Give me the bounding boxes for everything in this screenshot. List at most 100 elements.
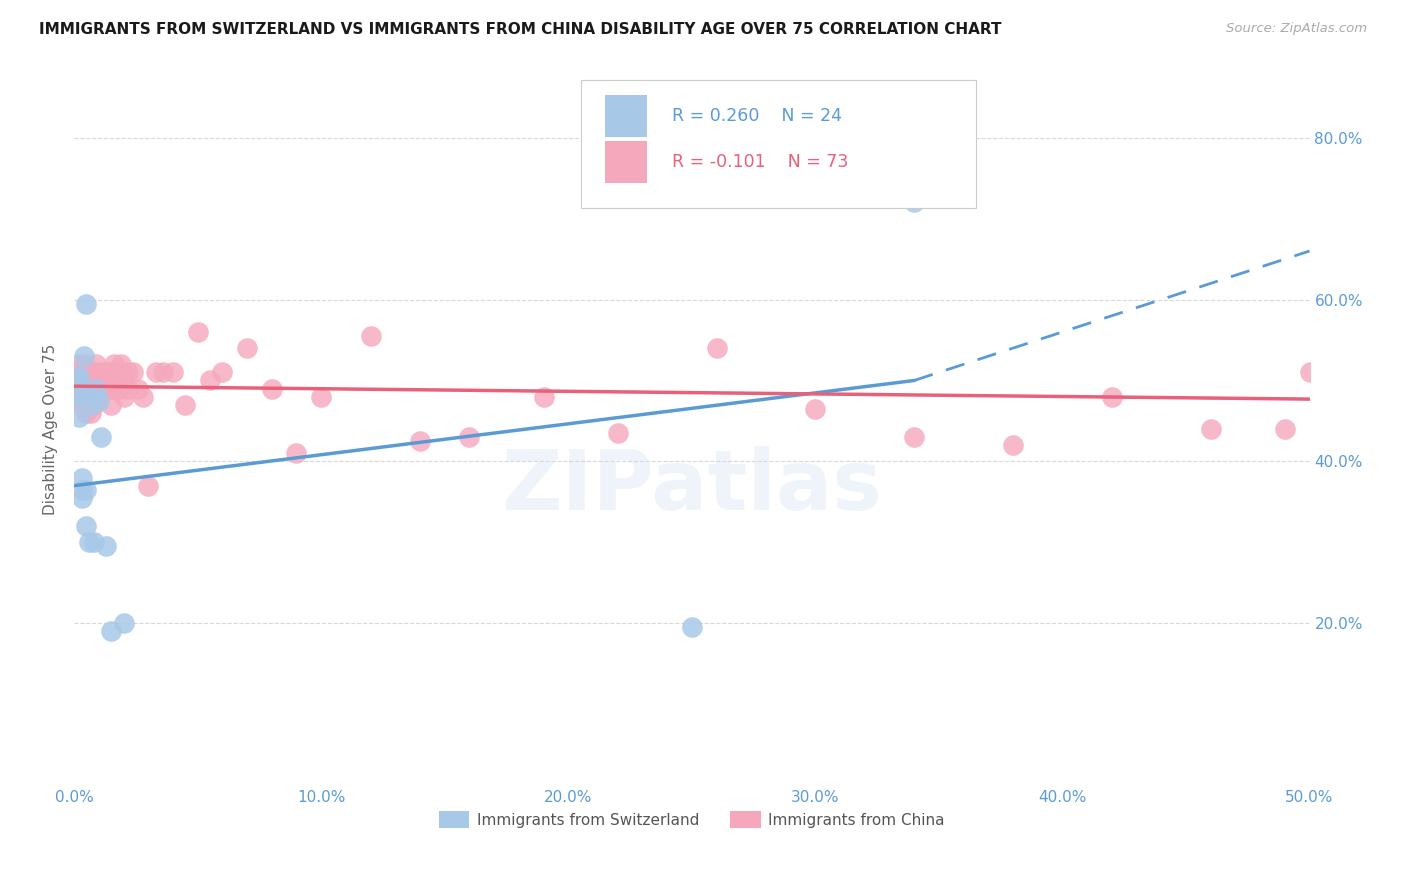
Point	[65, 385, 87, 400]
Point	[83, 535, 105, 549]
Point	[67, 390, 90, 404]
Point	[83, 365, 105, 379]
Legend: Immigrants from Switzerland, Immigrants from China: Immigrants from Switzerland, Immigrants …	[433, 805, 950, 834]
Point	[606, 426, 628, 441]
Text: R = 0.260    N = 24: R = 0.260 N = 24	[672, 107, 842, 125]
Point	[706, 341, 728, 355]
Point	[105, 365, 128, 379]
Point	[87, 374, 110, 388]
Point	[260, 382, 283, 396]
Point	[90, 430, 112, 444]
Point	[1298, 365, 1320, 379]
Point	[67, 357, 90, 371]
Point	[152, 365, 174, 379]
Text: R = -0.101    N = 73: R = -0.101 N = 73	[672, 153, 848, 171]
Point	[83, 398, 105, 412]
Point	[174, 398, 197, 412]
Point	[122, 365, 145, 379]
Point	[73, 398, 96, 412]
Point	[73, 349, 96, 363]
Point	[73, 382, 96, 396]
FancyBboxPatch shape	[606, 141, 647, 183]
Point	[1101, 390, 1123, 404]
Point	[75, 519, 97, 533]
Point	[236, 341, 259, 355]
Point	[100, 624, 122, 639]
Point	[70, 365, 93, 379]
Point	[107, 365, 129, 379]
Point	[86, 382, 108, 396]
Point	[75, 382, 97, 396]
Text: IMMIGRANTS FROM SWITZERLAND VS IMMIGRANTS FROM CHINA DISABILITY AGE OVER 75 CORR: IMMIGRANTS FROM SWITZERLAND VS IMMIGRANT…	[39, 22, 1002, 37]
Point	[93, 382, 115, 396]
Point	[112, 369, 135, 384]
Point	[127, 382, 149, 396]
Point	[1199, 422, 1222, 436]
Point	[187, 325, 209, 339]
Point	[103, 382, 125, 396]
Point	[112, 390, 135, 404]
Point	[198, 374, 221, 388]
Point	[132, 390, 155, 404]
Text: Source: ZipAtlas.com: Source: ZipAtlas.com	[1226, 22, 1367, 36]
Point	[93, 374, 115, 388]
Point	[145, 365, 167, 379]
Point	[75, 296, 97, 310]
Point	[77, 365, 100, 379]
Point	[110, 357, 132, 371]
Point	[681, 620, 703, 634]
Point	[103, 357, 125, 371]
Point	[360, 329, 382, 343]
Point	[86, 357, 108, 371]
Point	[136, 478, 159, 492]
Point	[107, 382, 129, 396]
Point	[1001, 438, 1024, 452]
Point	[309, 390, 332, 404]
Text: ZIPatlas: ZIPatlas	[502, 445, 883, 526]
Point	[75, 483, 97, 497]
Point	[70, 398, 93, 412]
Point	[75, 365, 97, 379]
Point	[90, 382, 112, 396]
Point	[1274, 422, 1296, 436]
Point	[67, 369, 90, 384]
FancyBboxPatch shape	[606, 95, 647, 136]
Point	[80, 406, 103, 420]
Point	[903, 195, 925, 210]
Point	[77, 398, 100, 412]
Point	[83, 382, 105, 396]
Y-axis label: Disability Age Over 75: Disability Age Over 75	[44, 343, 58, 515]
Point	[804, 401, 827, 416]
Point	[112, 616, 135, 631]
Point	[96, 365, 118, 379]
Point	[73, 382, 96, 396]
Point	[90, 365, 112, 379]
Point	[96, 540, 118, 554]
Point	[87, 393, 110, 408]
Point	[903, 430, 925, 444]
Point	[97, 382, 120, 396]
Point	[75, 406, 97, 420]
Point	[117, 365, 139, 379]
Point	[100, 365, 122, 379]
Point	[70, 491, 93, 505]
Point	[162, 365, 184, 379]
Point	[285, 446, 308, 460]
Point	[533, 390, 555, 404]
Point	[97, 365, 120, 379]
Point	[67, 409, 90, 424]
Point	[87, 390, 110, 404]
Point	[67, 382, 90, 396]
Point	[70, 382, 93, 396]
Point	[65, 374, 87, 388]
Point	[77, 382, 100, 396]
Point	[86, 382, 108, 396]
Point	[70, 470, 93, 484]
Point	[96, 382, 118, 396]
Point	[80, 390, 103, 404]
FancyBboxPatch shape	[581, 80, 976, 208]
Point	[70, 483, 93, 497]
Point	[458, 430, 481, 444]
Point	[80, 374, 103, 388]
Point	[65, 374, 87, 388]
